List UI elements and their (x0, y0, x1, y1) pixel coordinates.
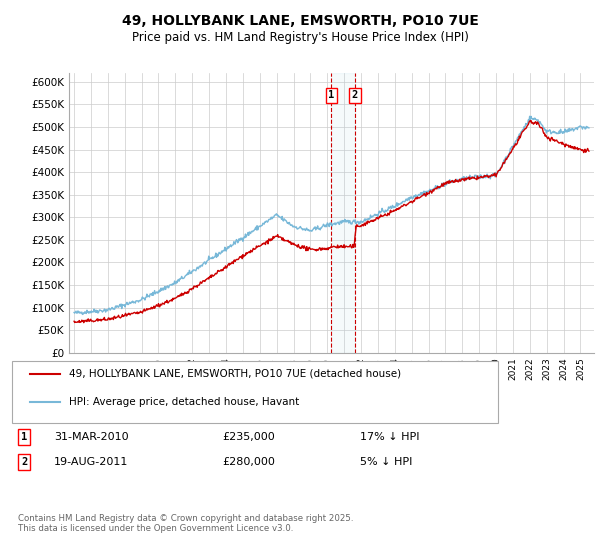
Text: 31-MAR-2010: 31-MAR-2010 (54, 432, 128, 442)
Text: 19-AUG-2011: 19-AUG-2011 (54, 457, 128, 467)
Text: 1: 1 (21, 432, 27, 442)
Text: 5% ↓ HPI: 5% ↓ HPI (360, 457, 412, 467)
Text: £280,000: £280,000 (222, 457, 275, 467)
Text: 49, HOLLYBANK LANE, EMSWORTH, PO10 7UE (detached house): 49, HOLLYBANK LANE, EMSWORTH, PO10 7UE (… (69, 368, 401, 379)
Text: 17% ↓ HPI: 17% ↓ HPI (360, 432, 419, 442)
Text: 1: 1 (328, 90, 335, 100)
Text: 2: 2 (352, 90, 358, 100)
Text: HPI: Average price, detached house, Havant: HPI: Average price, detached house, Hava… (69, 397, 299, 407)
Text: 2: 2 (21, 457, 27, 467)
Text: 49, HOLLYBANK LANE, EMSWORTH, PO10 7UE: 49, HOLLYBANK LANE, EMSWORTH, PO10 7UE (122, 14, 478, 28)
Bar (331, 73, 355, 353)
Text: £235,000: £235,000 (222, 432, 275, 442)
Text: Price paid vs. HM Land Registry's House Price Index (HPI): Price paid vs. HM Land Registry's House … (131, 31, 469, 44)
Text: Contains HM Land Registry data © Crown copyright and database right 2025.
This d: Contains HM Land Registry data © Crown c… (18, 514, 353, 533)
